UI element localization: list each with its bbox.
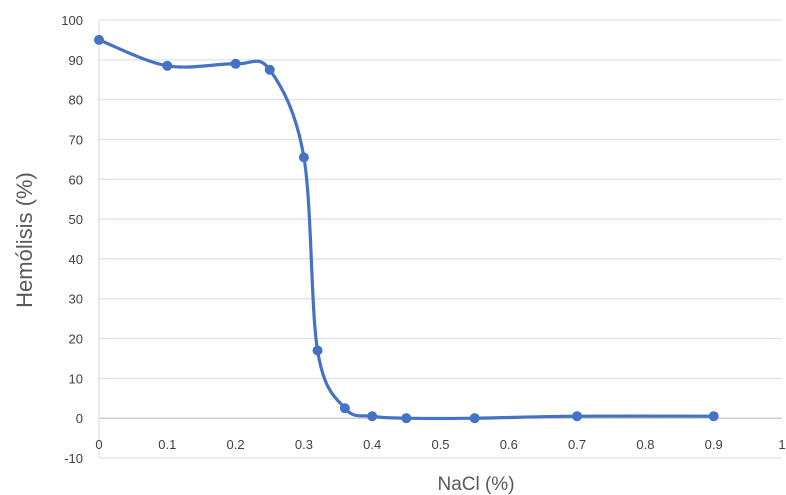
- y-tick-label-3: 20: [69, 332, 83, 347]
- axes: [98, 20, 782, 458]
- x-tick-label-0: 0: [95, 437, 102, 452]
- data-point-3: [264, 64, 275, 75]
- y-tick-label-10: 90: [69, 53, 83, 68]
- y-tick-label-6: 50: [69, 212, 83, 227]
- y-tick-label-8: 70: [69, 132, 83, 147]
- x-tick-label-7: 0.7: [568, 437, 586, 452]
- x-tick-label-10: 1: [778, 437, 785, 452]
- data-point-8: [401, 413, 412, 424]
- data-point-10: [572, 411, 583, 422]
- data-points: [94, 34, 719, 424]
- gridlines: [99, 19, 782, 459]
- y-tick-label-4: 30: [69, 292, 83, 307]
- data-point-0: [94, 34, 104, 45]
- hemolysis-curve: [97, 38, 716, 421]
- y-tick-label-11: 100: [61, 13, 83, 28]
- x-tick-label-5: 0.5: [431, 437, 449, 452]
- x-tick-label-6: 0.6: [500, 437, 518, 452]
- y-tick-label-9: 80: [69, 93, 83, 108]
- data-point-2: [230, 58, 241, 69]
- data-point-5: [312, 345, 323, 356]
- y-tick-labels: -10 0 10 20 30 40 50 60 70 80 90 100: [61, 13, 83, 466]
- data-point-6: [339, 403, 350, 414]
- y-tick-label-7: 60: [69, 172, 83, 187]
- x-axis-title: NaCl (%): [437, 474, 514, 495]
- x-tick-label-9: 0.9: [705, 437, 723, 452]
- x-tick-label-4: 0.4: [363, 437, 381, 452]
- x-tick-label-3: 0.3: [295, 437, 313, 452]
- data-point-7: [367, 411, 378, 422]
- x-tick-labels: 0 0.1 0.2 0.3 0.4 0.5 0.6 0.7 0.8 0.9 1: [95, 437, 785, 452]
- data-point-9: [469, 413, 480, 424]
- x-tick-label-1: 0.1: [158, 437, 176, 452]
- y-tick-label-2: 10: [69, 371, 83, 386]
- data-point-4: [298, 152, 309, 163]
- y-tick-label-0: -10: [64, 451, 83, 466]
- x-tick-label-2: 0.2: [227, 437, 245, 452]
- x-tick-label-8: 0.8: [636, 437, 654, 452]
- data-point-1: [162, 60, 173, 71]
- y-tick-label-5: 40: [69, 252, 83, 267]
- data-point-11: [708, 411, 719, 422]
- y-axis-title: Hemólisis (%): [12, 172, 37, 308]
- y-tick-label-1: 0: [76, 411, 83, 426]
